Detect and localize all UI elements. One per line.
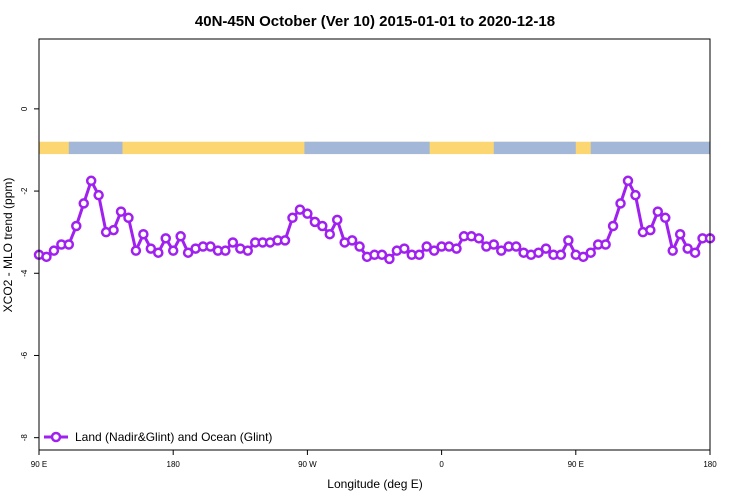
land-band bbox=[493, 141, 576, 155]
data-point bbox=[652, 206, 664, 217]
data-point bbox=[130, 245, 142, 256]
data-point bbox=[220, 245, 231, 256]
data-point bbox=[153, 247, 164, 258]
data-point bbox=[563, 235, 574, 246]
plot-frame bbox=[38, 38, 711, 451]
data-point bbox=[160, 233, 171, 244]
data-point bbox=[324, 228, 336, 240]
data-point bbox=[294, 204, 306, 215]
data-point bbox=[488, 239, 500, 250]
data-point bbox=[384, 253, 395, 265]
data-point bbox=[399, 243, 410, 254]
x-tick-label: 180 bbox=[167, 460, 181, 469]
data-point bbox=[123, 212, 134, 224]
x-tick-label: 90 E bbox=[31, 460, 47, 469]
series-layer bbox=[33, 175, 716, 265]
data-point bbox=[85, 175, 97, 187]
y-tick-label: -6 bbox=[20, 351, 29, 359]
x-tick-label: 90 E bbox=[568, 460, 584, 469]
data-point bbox=[451, 243, 462, 254]
data-point bbox=[645, 224, 656, 236]
data-point bbox=[346, 235, 358, 246]
data-point bbox=[510, 241, 522, 252]
data-point bbox=[555, 249, 567, 261]
data-point bbox=[48, 245, 60, 256]
x-axis-label: Longitude (deg E) bbox=[327, 477, 422, 491]
data-point bbox=[115, 206, 127, 217]
data-point bbox=[376, 249, 388, 261]
data-point bbox=[205, 241, 216, 252]
data-point bbox=[71, 220, 82, 232]
data-point bbox=[287, 212, 298, 224]
data-point bbox=[317, 220, 328, 232]
data-point bbox=[600, 239, 611, 250]
data-point bbox=[41, 251, 52, 263]
y-axis-label: XCO2 - MLO trend (ppm) bbox=[1, 178, 15, 313]
data-point bbox=[660, 212, 671, 224]
data-point bbox=[93, 189, 104, 201]
data-point bbox=[182, 247, 194, 258]
data-point bbox=[689, 247, 701, 258]
data-point bbox=[302, 208, 313, 219]
data-point bbox=[533, 247, 544, 258]
data-point bbox=[145, 243, 157, 254]
x-tick-label: 180 bbox=[703, 460, 717, 469]
data-point bbox=[607, 220, 619, 232]
data-point bbox=[615, 198, 626, 209]
y-tick-label: -2 bbox=[20, 187, 29, 195]
land-band bbox=[68, 141, 123, 155]
data-point bbox=[674, 228, 686, 240]
legend-marker bbox=[50, 431, 62, 443]
data-point bbox=[279, 235, 291, 246]
y-tick-label: 0 bbox=[20, 106, 29, 111]
y-tick-label: -8 bbox=[20, 434, 29, 442]
y-axis: 0 -2 -4 -6 -8 bbox=[20, 106, 39, 441]
data-point bbox=[167, 245, 179, 256]
data-point bbox=[421, 241, 432, 252]
data-point bbox=[309, 216, 321, 228]
data-point bbox=[540, 243, 552, 254]
data-point bbox=[227, 237, 239, 248]
x-tick-label: 90 W bbox=[298, 460, 317, 469]
data-point bbox=[354, 241, 365, 252]
x-axis: 90 E 180 90 W 0 90 E 180 bbox=[31, 450, 717, 469]
data-point bbox=[63, 239, 75, 250]
data-point bbox=[138, 228, 149, 240]
data-point bbox=[242, 245, 254, 256]
land-ocean-strip bbox=[39, 141, 710, 155]
chart-title: 40N-45N October (Ver 10) 2015-01-01 to 2… bbox=[195, 13, 555, 30]
data-point bbox=[78, 198, 89, 209]
land-band bbox=[590, 141, 710, 155]
data-point bbox=[622, 175, 634, 187]
data-point bbox=[413, 249, 425, 261]
data-point bbox=[428, 245, 440, 256]
data-point bbox=[175, 231, 186, 242]
data-point bbox=[578, 251, 589, 263]
data-point bbox=[667, 245, 678, 256]
data-point bbox=[630, 189, 641, 201]
y-tick-label: -4 bbox=[20, 269, 29, 277]
data-point bbox=[331, 214, 343, 226]
data-point bbox=[495, 245, 507, 256]
land-band bbox=[304, 141, 430, 155]
data-point bbox=[473, 233, 485, 244]
data-point bbox=[682, 243, 693, 254]
data-point bbox=[585, 247, 596, 258]
legend: Land (Nadir&Glint) and Ocean (Glint) bbox=[44, 430, 272, 444]
x-tick-label: 0 bbox=[439, 460, 444, 469]
data-point bbox=[108, 224, 119, 236]
legend-label: Land (Nadir&Glint) and Ocean (Glint) bbox=[75, 430, 272, 444]
